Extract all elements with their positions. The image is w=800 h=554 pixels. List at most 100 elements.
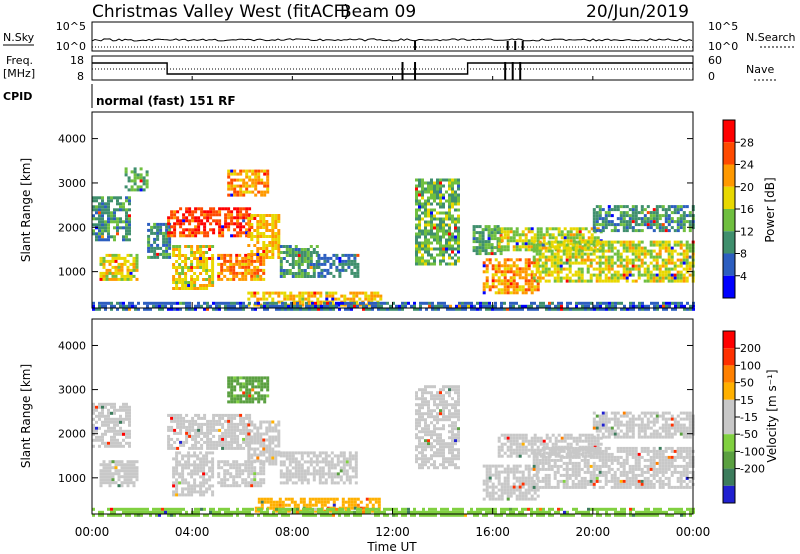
range-gate-cell <box>108 466 112 470</box>
range-gate-cell <box>652 214 656 218</box>
range-gate-cell <box>277 294 281 298</box>
range-gate-cell <box>229 259 233 263</box>
range-gate-cell <box>491 488 495 492</box>
range-gate-cell <box>589 258 593 262</box>
range-gate-cell <box>309 472 313 476</box>
range-gate-cell <box>457 196 460 200</box>
range-gate-cell <box>506 227 510 231</box>
range-gate-cell <box>418 415 421 419</box>
range-gate-cell <box>521 242 525 246</box>
range-gate-cell <box>196 278 200 281</box>
range-gate-cell <box>297 263 301 266</box>
range-gate-cell <box>547 273 551 277</box>
range-gate-cell <box>227 216 231 220</box>
range-gate-cell <box>133 176 137 180</box>
range-gate-cell <box>232 271 236 275</box>
range-gate-cell <box>263 193 267 197</box>
range-gate-cell <box>427 445 430 449</box>
range-gate-cell <box>590 233 594 237</box>
range-gate-cell <box>162 252 166 256</box>
range-gate-cell <box>421 202 424 206</box>
plot-title: Christmas Valley West (fitACF) <box>92 2 350 22</box>
range-gate-cell <box>291 254 295 257</box>
range-gate-cell <box>271 214 275 217</box>
range-gate-cell <box>233 193 237 197</box>
range-gate-cell <box>679 217 683 221</box>
range-gate-cell <box>436 202 439 206</box>
range-gate-cell <box>227 184 231 188</box>
range-gate-cell <box>268 456 272 460</box>
range-gate-cell <box>482 304 485 308</box>
range-gate-cell <box>260 394 264 398</box>
range-gate-cell <box>241 271 245 275</box>
range-gate-cell <box>247 469 251 473</box>
range-gate-cell <box>323 256 327 260</box>
range-gate-cell <box>362 307 365 311</box>
range-gate-cell <box>175 269 179 272</box>
range-gate-cell <box>515 242 519 246</box>
range-gate-cell <box>347 256 351 260</box>
range-gate-cell <box>622 246 626 250</box>
range-gate-cell <box>117 277 121 281</box>
range-gate-cell <box>670 249 674 253</box>
range-gate-cell <box>628 258 632 262</box>
range-gate-cell <box>622 214 626 218</box>
range-gate-cell <box>353 253 357 257</box>
range-gate-cell <box>433 190 436 194</box>
range-gate-cell <box>135 466 139 470</box>
range-gate-cell <box>289 297 293 301</box>
range-gate-cell <box>415 196 418 200</box>
range-gate-cell <box>229 277 233 281</box>
range-gate-cell <box>631 226 635 230</box>
range-gate-cell <box>279 469 283 473</box>
range-gate-cell <box>670 205 674 209</box>
range-gate-cell <box>226 472 230 476</box>
range-gate-cell <box>277 435 281 439</box>
range-gate-cell <box>586 264 590 268</box>
range-gate-cell <box>300 457 304 461</box>
range-gate-cell <box>173 301 176 305</box>
range-gate-cell <box>457 394 460 398</box>
range-gate-cell <box>123 466 127 470</box>
range-gate-cell <box>129 469 133 473</box>
range-gate-cell <box>607 211 611 215</box>
range-gate-cell <box>524 270 528 274</box>
colorbar-segment <box>723 120 735 143</box>
range-gate-cell <box>105 268 109 272</box>
range-gate-cell <box>658 214 662 218</box>
range-gate-cell <box>445 442 448 446</box>
range-gate-cell <box>209 440 213 444</box>
range-gate-cell <box>250 447 254 451</box>
range-gate-cell <box>676 217 680 221</box>
range-gate-cell <box>176 422 180 426</box>
range-gate-cell <box>235 469 239 473</box>
range-gate-cell <box>107 205 110 209</box>
range-gate-cell <box>424 250 427 254</box>
range-gate-cell <box>527 282 531 286</box>
range-gate-cell <box>227 391 231 395</box>
range-gate-cell <box>170 437 174 441</box>
range-gate-cell <box>457 241 460 245</box>
range-gate-cell <box>342 451 346 455</box>
range-gate-cell <box>658 270 662 274</box>
range-gate-cell <box>256 481 260 485</box>
range-gate-cell <box>634 264 638 268</box>
range-gate-cell <box>581 236 585 240</box>
range-gate-cell <box>123 274 127 278</box>
range-gate-cell <box>150 231 154 235</box>
range-gate-cell <box>199 272 203 275</box>
range-gate-cell <box>223 463 227 467</box>
range-gate-cell <box>625 255 629 259</box>
range-gate-cell <box>102 463 106 467</box>
range-gate-cell <box>488 307 491 311</box>
range-gate-cell <box>253 423 257 427</box>
range-gate-cell <box>239 307 242 311</box>
range-gate-cell <box>518 248 522 252</box>
range-gate-cell <box>323 262 327 266</box>
range-gate-cell <box>664 217 668 221</box>
range-gate-cell <box>616 217 620 221</box>
range-gate-cell <box>500 301 503 305</box>
range-gate-cell <box>262 250 266 253</box>
range-gate-cell <box>223 256 227 260</box>
range-gate-cell <box>317 256 321 260</box>
